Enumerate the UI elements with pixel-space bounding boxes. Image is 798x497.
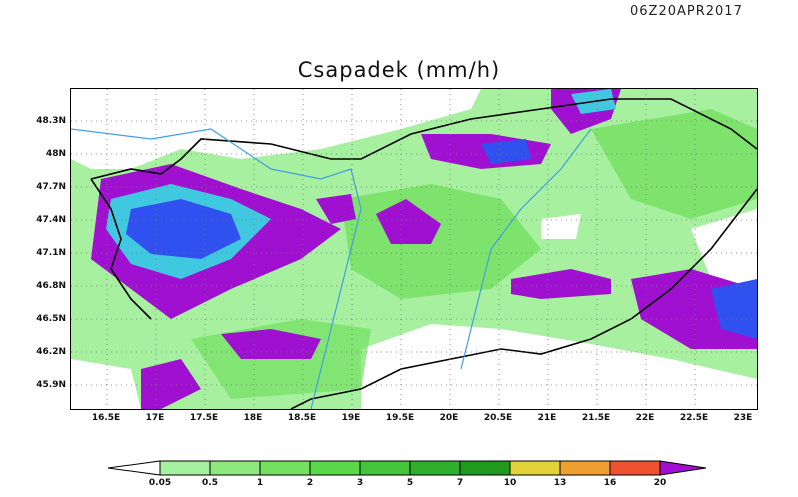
precip-heavy-south [221, 329, 321, 359]
lon-label: 21E [537, 413, 557, 423]
colorbar-swatch [259, 460, 311, 476]
colorbar-swatch [209, 460, 261, 476]
lat-label: 46.5N [36, 314, 66, 324]
precipitation-map [70, 88, 758, 410]
precip-core-blue-north [481, 139, 531, 164]
river-danube [71, 128, 362, 409]
precip-heavy-sw [141, 359, 201, 409]
dry-area-northwest [71, 89, 481, 169]
precip-heavy-center-2 [316, 194, 356, 224]
run-timestamp: 06Z20APR2017 [630, 4, 743, 19]
colorbar-label: 13 [553, 478, 567, 488]
lat-label: 48.3N [36, 116, 66, 126]
colorbar-swatch [309, 460, 361, 476]
lon-label: 19E [341, 413, 361, 423]
colorbar-high-triangle [659, 460, 707, 476]
colorbar-label: 2 [306, 478, 314, 488]
lat-label: 47.7N [36, 182, 66, 192]
map-title: Csapadek (mm/h) [297, 58, 501, 82]
colorbar-label: 1 [256, 478, 264, 488]
colorbar-swatch [159, 460, 211, 476]
colorbar-swatch [459, 460, 511, 476]
colorbar-label: 20 [653, 478, 667, 488]
lon-label: 22.5E [679, 413, 709, 423]
lon-label: 20.5E [483, 413, 513, 423]
colorbar-label: 0.05 [148, 478, 172, 488]
lon-label: 19.5E [385, 413, 415, 423]
colorbar-label: 7 [456, 478, 464, 488]
precip-heavy-east [511, 269, 611, 299]
lat-label: 47.1N [36, 248, 66, 258]
precipitation-field [71, 89, 757, 409]
precip-core-blue-west [126, 199, 241, 259]
lon-label: 18E [243, 413, 263, 423]
precip-core-blue-east [711, 279, 757, 339]
graticule [71, 89, 757, 409]
precip-mid-area-2 [591, 109, 757, 219]
colorbar-label: 10 [503, 478, 517, 488]
colorbar-low-triangle [108, 460, 161, 476]
lon-label: 21.5E [581, 413, 611, 423]
lon-label: 23E [733, 413, 753, 423]
colorbar-label: 0.5 [202, 478, 218, 488]
colorbar-swatch [609, 460, 661, 476]
lat-label: 47.4N [36, 215, 66, 225]
lon-label: 16.5E [91, 413, 121, 423]
colorbar-label: 16 [603, 478, 617, 488]
lat-label: 46.8N [36, 281, 66, 291]
lon-label: 22E [635, 413, 655, 423]
lon-label: 18.5E [287, 413, 317, 423]
lon-label: 17E [145, 413, 165, 423]
precip-heavy-center [376, 199, 441, 244]
lon-label: 17.5E [189, 413, 219, 423]
lat-label: 48N [45, 149, 66, 159]
dry-area-south [361, 324, 757, 409]
lat-label: 45.9N [36, 380, 66, 390]
lat-label: 46.2N [36, 347, 66, 357]
colorbar-label: 3 [356, 478, 364, 488]
colorbar-label: 5 [406, 478, 414, 488]
dry-area-east [691, 209, 757, 289]
lon-label: 20E [439, 413, 459, 423]
dry-area-sw [71, 359, 141, 409]
colorbar-swatch [509, 460, 561, 476]
colorbar-swatch [559, 460, 611, 476]
colorbar-swatch [359, 460, 411, 476]
colorbar [108, 460, 707, 476]
country-border-hungary [90, 98, 757, 409]
colorbar-swatch [409, 460, 461, 476]
river-tisza [460, 128, 592, 370]
